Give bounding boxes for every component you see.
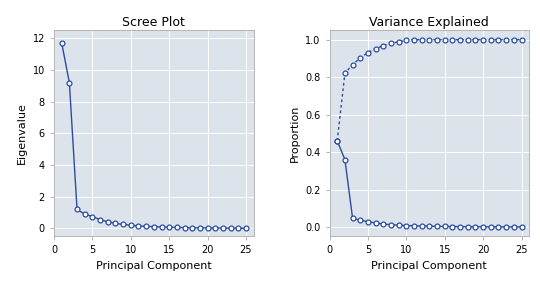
Line: Cumulative: Cumulative	[335, 37, 524, 143]
Cumulative	[472, 38, 478, 42]
Cumulative	[518, 38, 525, 42]
Proportion	[442, 225, 448, 228]
Proportion	[373, 221, 379, 225]
Proportion	[334, 139, 340, 143]
Cumulative	[480, 38, 487, 42]
Proportion	[426, 224, 433, 228]
Proportion	[464, 225, 471, 228]
Proportion	[364, 220, 371, 223]
Proportion	[349, 216, 356, 220]
Proportion	[403, 224, 409, 227]
Cumulative	[464, 38, 471, 42]
Proportion	[457, 225, 463, 228]
Proportion	[480, 225, 487, 228]
Proportion	[411, 224, 417, 228]
Cumulative	[442, 38, 448, 42]
Proportion	[495, 225, 502, 229]
Proportion	[418, 224, 425, 228]
Cumulative	[357, 56, 363, 60]
Cumulative	[395, 40, 402, 43]
Cumulative	[334, 139, 340, 143]
Proportion	[380, 222, 387, 226]
Cumulative	[488, 38, 494, 42]
Cumulative	[342, 72, 348, 75]
Proportion	[388, 223, 394, 227]
Cumulative	[449, 38, 456, 42]
Cumulative	[426, 38, 433, 42]
Y-axis label: Proportion: Proportion	[289, 105, 300, 162]
Line: Proportion: Proportion	[335, 138, 524, 229]
Title: Variance Explained: Variance Explained	[369, 16, 489, 29]
Cumulative	[503, 38, 509, 42]
Cumulative	[495, 38, 502, 42]
Cumulative	[349, 63, 356, 66]
Cumulative	[364, 51, 371, 55]
Proportion	[488, 225, 494, 228]
Cumulative	[380, 44, 387, 48]
Cumulative	[373, 47, 379, 51]
Cumulative	[418, 38, 425, 42]
Y-axis label: Eigenvalue: Eigenvalue	[17, 102, 27, 164]
Cumulative	[411, 38, 417, 42]
Proportion	[472, 225, 478, 228]
Cumulative	[457, 38, 463, 42]
Cumulative	[434, 38, 440, 42]
Proportion	[518, 225, 525, 229]
X-axis label: Principal Component: Principal Component	[372, 261, 487, 271]
Title: Scree Plot: Scree Plot	[123, 16, 185, 29]
Cumulative	[511, 38, 517, 42]
Cumulative	[403, 38, 409, 42]
Proportion	[503, 225, 509, 229]
Proportion	[357, 218, 363, 222]
Proportion	[342, 158, 348, 161]
Proportion	[511, 225, 517, 229]
X-axis label: Principal Component: Principal Component	[96, 261, 212, 271]
Cumulative	[388, 42, 394, 45]
Proportion	[395, 223, 402, 227]
Proportion	[449, 225, 456, 228]
Proportion	[434, 225, 440, 228]
